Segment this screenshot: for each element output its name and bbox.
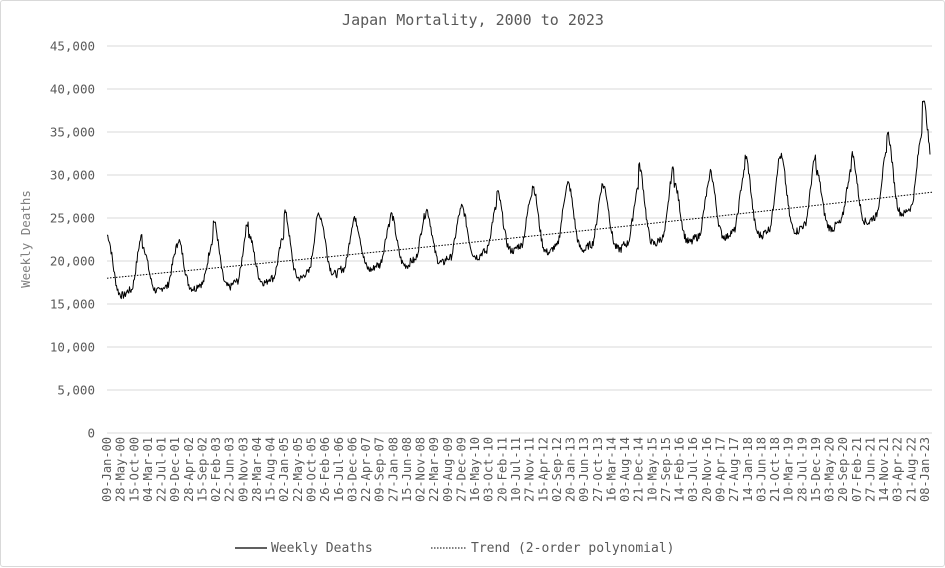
x-tick-label: 02-Feb-03: [209, 437, 223, 502]
x-tick-label: 02-Sep-12: [550, 437, 564, 502]
x-tick-label: 21-Dec-14: [632, 437, 646, 502]
x-tick-label: 22-Jul-01: [155, 437, 169, 502]
x-tick-label: 09-Nov-03: [236, 437, 250, 502]
x-tick-label: 15-Dec-19: [809, 437, 823, 502]
x-tick-label: 28-Jul-19: [795, 437, 809, 502]
x-tick-label: 03-Jun-18: [754, 437, 768, 502]
x-tick-label: 22-May-05: [291, 437, 305, 502]
x-tick-label: 10-Mar-19: [782, 437, 796, 502]
x-tick-label: 26-Feb-06: [318, 437, 332, 502]
x-tick-label: 09-Jan-00: [100, 437, 114, 502]
x-tick-label: 15-Aug-04: [264, 437, 278, 502]
gridlines: [107, 45, 932, 434]
x-tick-label: 16-Jul-06: [332, 437, 346, 502]
x-tick-label: 27-Jun-21: [864, 437, 878, 502]
x-tick-label: 28-Mar-04: [250, 437, 264, 502]
y-tick-label: 40,000: [50, 82, 95, 97]
x-tick-label: 09-Oct-05: [305, 437, 319, 502]
y-tick-label: 30,000: [50, 168, 95, 183]
x-tick-label: 27-Nov-11: [523, 437, 537, 502]
x-tick-label: 27-Sep-15: [659, 437, 673, 502]
x-tick-label: 20-Jan-13: [564, 437, 578, 502]
x-tick-label: 10-Jul-11: [509, 437, 523, 502]
x-tick-label: 08-Jan-23: [918, 437, 932, 502]
x-tick-label: 09-Dec-01: [168, 437, 182, 502]
y-tick-label: 5,000: [57, 383, 95, 398]
x-tick-label: 09-Aug-09: [441, 437, 455, 502]
y-tick-label: 20,000: [50, 254, 95, 269]
x-tick-label: 09-Apr-17: [714, 437, 728, 502]
x-tick-label: 14-Jan-18: [741, 437, 755, 502]
x-tick-label: 22-Jun-03: [223, 437, 237, 502]
x-tick-label: 20-Nov-16: [700, 437, 714, 502]
x-tick-label: 21-Aug-22: [904, 437, 918, 502]
x-tick-label: 27-Dec-09: [455, 437, 469, 502]
y-tick-label: 25,000: [50, 211, 95, 226]
x-tick-label: 03-Aug-14: [618, 437, 632, 502]
x-tick-label: 03-Apr-22: [891, 437, 905, 502]
x-tick-label: 27-Oct-13: [591, 437, 605, 502]
x-tick-labels: 09-Jan-00 28-May-00 15-Oct-00 04-Mar-01 22-J…: [100, 437, 932, 502]
trend-series: [106, 191, 933, 279]
x-tick-label: 07-Feb-21: [850, 437, 864, 502]
x-tick-label: 02-Nov-08: [414, 437, 428, 502]
y-tick-label: 45,000: [50, 39, 95, 54]
x-tick-label: 03-May-20: [823, 437, 837, 502]
x-tick-label: 14-Feb-16: [673, 437, 687, 502]
x-tick-label: 15-Oct-00: [127, 437, 141, 502]
y-tick-labels: 0 5,000 10,000 15,000 20,000 25,000 30,000 35,0…: [50, 39, 95, 441]
x-tick-label: 20-Feb-11: [495, 437, 509, 502]
x-tick-label: 16-May-10: [468, 437, 482, 502]
x-tick-label: 28-Apr-02: [182, 437, 196, 502]
x-tick-label: 09-Sep-07: [373, 437, 387, 502]
x-tick-label: 27-Aug-17: [727, 437, 741, 502]
x-tick-label: 03-Oct-10: [482, 437, 496, 502]
trend-line: [106, 191, 933, 279]
y-tick-label: 0: [87, 426, 95, 441]
x-tick-label: 16-Mar-14: [604, 437, 618, 502]
y-tick-label: 10,000: [50, 340, 95, 355]
chart-title: Japan Mortality, 2000 to 2023: [342, 11, 604, 29]
x-tick-label: 22-Apr-07: [359, 437, 373, 502]
y-tick-label: 35,000: [50, 125, 95, 140]
x-tick-label: 15-Apr-12: [536, 437, 550, 502]
legend-trend-label: Trend (2-order polynomial): [471, 541, 675, 556]
x-tick-label: 21-Oct-18: [768, 437, 782, 502]
y-tick-label: 15,000: [50, 297, 95, 312]
x-tick-label: 03-Dec-06: [345, 437, 359, 502]
y-axis-label: Weekly Deaths: [18, 190, 33, 288]
x-tick-label: 09-Jun-13: [577, 437, 591, 502]
x-tick-label: 28-May-00: [114, 437, 128, 502]
x-tick-label: 10-May-15: [645, 437, 659, 502]
x-tick-label: 20-Sep-20: [836, 437, 850, 502]
x-tick-label: 15-Jun-08: [400, 437, 414, 502]
weekly-deaths-series: [106, 100, 931, 300]
legend-weekly-deaths-label: Weekly Deaths: [271, 541, 373, 556]
x-tick-label: 14-Nov-21: [877, 437, 891, 502]
legend: Weekly Deaths Trend (2-order polynomial): [235, 541, 675, 556]
weekly-deaths-line: [106, 100, 931, 300]
x-tick-label: 15-Sep-02: [195, 437, 209, 502]
x-tick-label: 22-Mar-09: [427, 437, 441, 502]
x-tick-label: 02-Jan-05: [277, 437, 291, 502]
x-tick-label: 03-Jul-16: [686, 437, 700, 502]
x-tick-label: 27-Jan-08: [386, 437, 400, 502]
x-tick-label: 04-Mar-01: [141, 437, 155, 502]
